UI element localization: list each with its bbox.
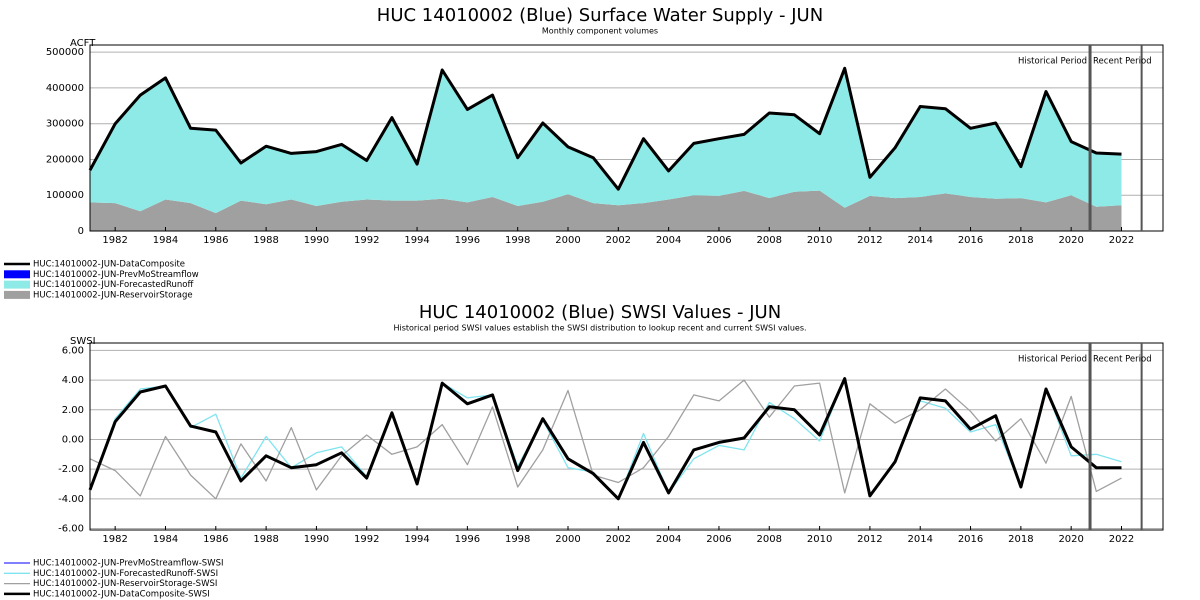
legend-label: HUC:14010002-JUN-ForecastedRunoff-SWSI <box>33 569 218 579</box>
area <box>90 190 1122 231</box>
legend-label: HUC:14010002-JUN-ReservoirStorage-SWSI <box>33 579 217 589</box>
period-label: Recent Period <box>1093 355 1152 365</box>
y-tick-label: 300000 <box>46 119 84 130</box>
x-tick-label: 2000 <box>555 534 580 545</box>
line <box>88 377 1122 501</box>
legend-label: HUC:14010002-JUN-DataComposite-SWSI <box>33 589 210 599</box>
x-tick-label: 2016 <box>958 534 983 545</box>
y-tick-label: 2.00 <box>62 405 84 416</box>
legend-label: HUC:14010002-JUN-PrevMoStreamflow-SWSI <box>33 559 223 569</box>
y-tick-label: 0.00 <box>62 434 84 445</box>
x-tick-label: 2010 <box>807 235 832 246</box>
legend-label: HUC:14010002-JUN-DataComposite <box>33 260 185 270</box>
line <box>89 377 1122 500</box>
y-tick-label: -2.00 <box>58 464 84 475</box>
x-tick-label: 2000 <box>555 235 580 246</box>
x-tick-label: 1998 <box>505 534 530 545</box>
x-tick-label: 1996 <box>455 534 480 545</box>
period-label: Recent Period <box>1093 57 1152 67</box>
x-tick-label: 2016 <box>958 235 983 246</box>
x-tick-label: 1994 <box>404 534 429 545</box>
x-tick-label: 2002 <box>606 534 631 545</box>
period-label: Historical Period <box>1018 355 1087 365</box>
x-tick-label: 1992 <box>354 534 379 545</box>
plot-frame <box>89 342 1164 531</box>
x-tick-label: 1996 <box>455 235 480 246</box>
line <box>88 66 1122 191</box>
x-tick-label: 2022 <box>1109 235 1134 246</box>
y-tick-label: -4.00 <box>58 494 84 505</box>
legend-label: HUC:14010002-JUN-ReservoirStorage <box>33 290 193 300</box>
x-tick-label: 2008 <box>757 235 782 246</box>
y-axis-label: ACFT <box>70 38 96 49</box>
y-axis-label: SWSI <box>70 336 96 347</box>
x-tick-label: 1990 <box>304 534 329 545</box>
chart-title: HUC 14010002 (Blue) SWSI Values - JUN <box>419 302 781 323</box>
x-tick-label: 2006 <box>706 534 731 545</box>
x-tick-label: 2010 <box>807 534 832 545</box>
legend-label: HUC:14010002-JUN-ForecastedRunoff <box>33 280 194 290</box>
x-tick-label: 1982 <box>102 534 127 545</box>
y-tick-label: 100000 <box>46 190 84 201</box>
y-tick-label: 4.00 <box>62 375 84 386</box>
legend-swatch <box>4 290 30 299</box>
x-tick-label: 1994 <box>404 235 429 246</box>
chart-subtitle: Monthly component volumes <box>542 27 658 36</box>
y-tick-label: 6.00 <box>62 345 84 356</box>
x-tick-label: 1988 <box>253 235 278 246</box>
x-tick-label: 2018 <box>1008 534 1033 545</box>
legend-swatch <box>4 280 30 289</box>
x-tick-label: 1990 <box>304 235 329 246</box>
x-tick-label: 2012 <box>857 235 882 246</box>
x-tick-label: 2006 <box>706 235 731 246</box>
x-tick-label: 2008 <box>757 534 782 545</box>
line <box>89 379 1122 500</box>
x-tick-label: 1986 <box>203 534 228 545</box>
plot-frame <box>89 44 1164 232</box>
x-tick-label: 2014 <box>907 534 932 545</box>
y-tick-label: 200000 <box>46 154 84 165</box>
x-tick-label: 1988 <box>253 534 278 545</box>
x-tick-label: 2014 <box>907 235 932 246</box>
x-tick-label: 2022 <box>1109 534 1134 545</box>
x-tick-label: 1998 <box>505 235 530 246</box>
area <box>90 68 1122 214</box>
y-tick-label: -6.00 <box>58 524 84 535</box>
y-tick-label: 0 <box>78 226 84 237</box>
y-tick-label: 500000 <box>46 47 84 58</box>
x-tick-label: 2018 <box>1008 235 1033 246</box>
x-tick-label: 2020 <box>1058 534 1083 545</box>
x-tick-label: 1984 <box>153 534 178 545</box>
x-tick-label: 2004 <box>656 534 681 545</box>
period-label: Historical Period <box>1018 57 1087 67</box>
x-tick-label: 1986 <box>203 235 228 246</box>
x-tick-label: 2012 <box>857 534 882 545</box>
legend-label: HUC:14010002-JUN-PrevMoStreamflow <box>33 270 199 280</box>
x-tick-label: 1982 <box>102 235 127 246</box>
x-tick-label: 2002 <box>606 235 631 246</box>
chart-title: HUC 14010002 (Blue) Surface Water Supply… <box>377 5 823 26</box>
y-tick-label: 400000 <box>46 83 84 94</box>
legend-swatch <box>4 270 30 279</box>
x-tick-label: 2004 <box>656 235 681 246</box>
x-tick-label: 1992 <box>354 235 379 246</box>
chart-subtitle: Historical period SWSI values establish … <box>393 324 806 333</box>
x-tick-label: 1984 <box>153 235 178 246</box>
x-tick-label: 2020 <box>1058 235 1083 246</box>
